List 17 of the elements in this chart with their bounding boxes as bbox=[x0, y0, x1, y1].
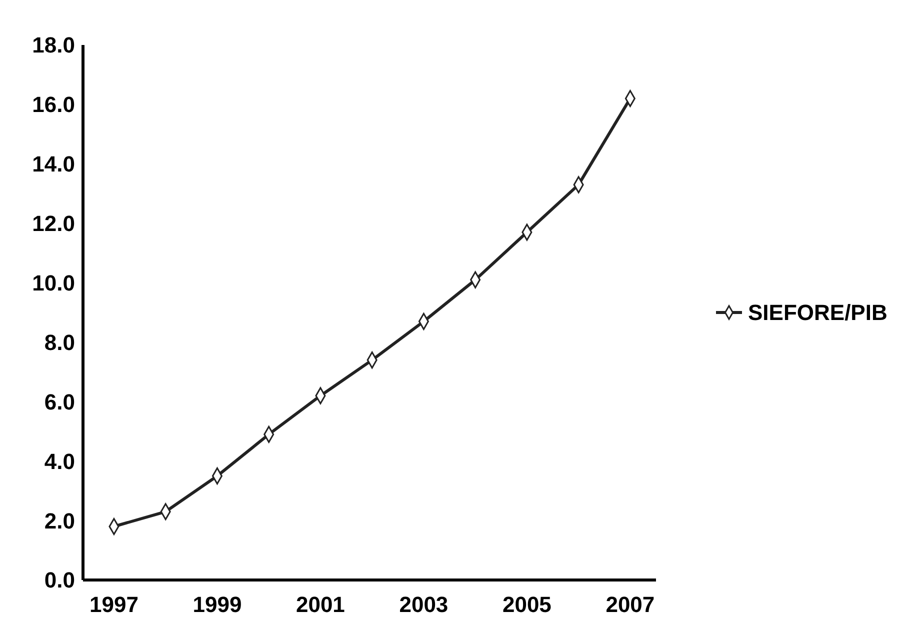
x-tick-label: 2001 bbox=[296, 592, 345, 617]
y-tick-label: 0.0 bbox=[44, 568, 75, 593]
y-tick-label: 18.0 bbox=[32, 32, 75, 58]
x-tick-label: 2005 bbox=[502, 592, 552, 617]
x-tick-label: 1999 bbox=[192, 592, 242, 617]
y-tick-label: 10.0 bbox=[32, 270, 75, 296]
y-tick-label: 16.0 bbox=[32, 92, 75, 118]
y-tick-label: 6.0 bbox=[44, 389, 75, 414]
y-tick-label: 12.0 bbox=[32, 211, 75, 236]
y-tick-label: 2.0 bbox=[44, 508, 75, 534]
y-tick-label: 14.0 bbox=[32, 152, 75, 177]
x-tick-label: 2003 bbox=[399, 592, 448, 617]
x-tick-label: 1997 bbox=[89, 592, 138, 617]
x-tick-label: 2007 bbox=[606, 592, 655, 617]
y-tick-label: 4.0 bbox=[44, 448, 75, 474]
y-tick-label: 8.0 bbox=[44, 330, 75, 355]
legend-label: SIEFORE/PIB bbox=[748, 300, 888, 326]
